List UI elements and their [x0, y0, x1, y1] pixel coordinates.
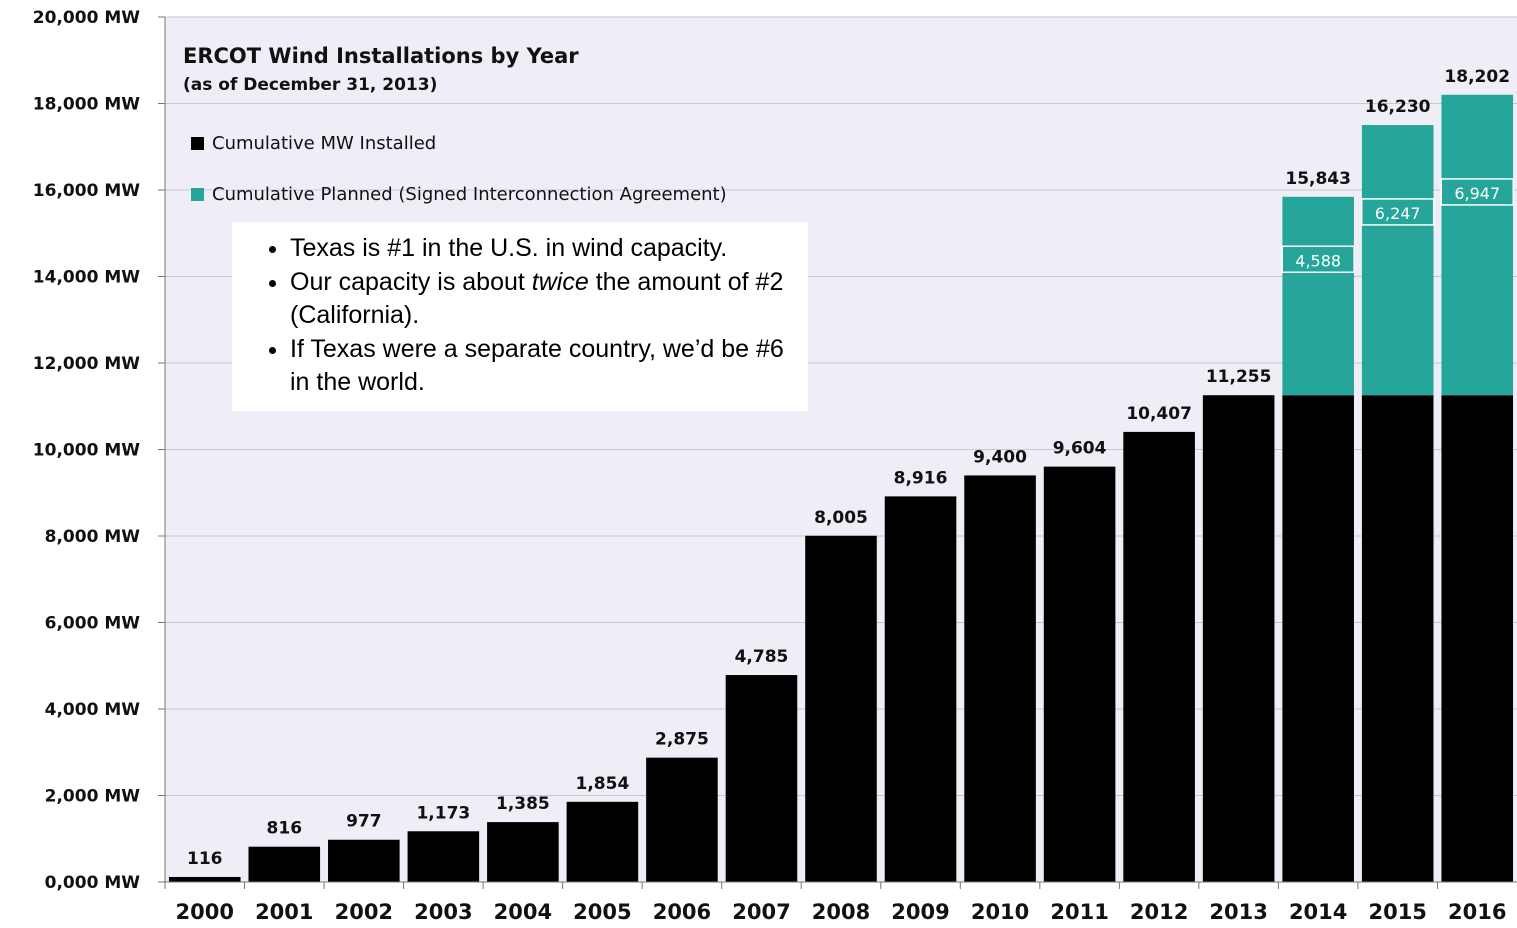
x-tick-label: 2015	[1368, 900, 1426, 924]
legend: Cumulative MW Installed Cumulative Plann…	[191, 133, 727, 205]
y-tick-label: 18,000 MW	[33, 95, 140, 115]
bar-total-label: 9,604	[1053, 439, 1107, 459]
y-tick-label: 6,000 MW	[45, 614, 141, 634]
bar-total-label: 10,407	[1126, 404, 1192, 424]
x-tick-label: 2005	[573, 900, 631, 924]
x-tick-label: 2000	[176, 900, 234, 924]
annotation-list: Texas is #1 in the U.S. in wind capacity…	[252, 232, 788, 400]
bar-total-label: 11,255	[1206, 367, 1272, 387]
planned-label-bg	[1440, 178, 1514, 206]
planned-segment-label: 4,588	[1295, 251, 1341, 270]
y-tick-label: 12,000 MW	[33, 354, 140, 374]
planned-label-bg	[1281, 245, 1355, 274]
legend-swatch-planned	[191, 188, 204, 201]
annotation-bullet-3: If Texas were a separate country, we’d b…	[290, 333, 788, 400]
bar-total-label: 18,202	[1444, 67, 1510, 87]
x-tick-label: 2001	[255, 900, 313, 924]
axes: 0,000 MW 2,000 MW 4,000 MW 6,000 MW 8,000 MW…	[33, 8, 1517, 924]
bar-2006-installed	[646, 757, 718, 882]
bar-total-label: 1,173	[416, 803, 470, 823]
bars	[168, 94, 1514, 882]
y-tick-label: 20,000 MW	[33, 8, 140, 28]
x-tick-label: 2010	[971, 900, 1029, 924]
bar-total-label: 15,843	[1285, 169, 1351, 189]
x-tick-label: 2008	[812, 900, 870, 924]
bar-total-label: 8,005	[814, 508, 868, 528]
annotation-bullet-1-text: Texas is #1 in the U.S. in wind capacity…	[290, 234, 728, 262]
data-labels: 116 816 977 1,173 1,385 1,854 2,875 4,785 8,005 8…	[187, 67, 1514, 869]
bar-2014-planned	[1282, 196, 1354, 396]
annotation-bullet-3-text: If Texas were a separate country, we’d b…	[290, 334, 784, 397]
bar-total-label: 116	[187, 849, 223, 869]
y-tick-label: 16,000 MW	[33, 181, 140, 201]
y-tick-label: 14,000 MW	[33, 268, 140, 288]
bar-2001-installed	[248, 846, 321, 882]
annotation-bullet-2: Our capacity is about twice the amount o…	[290, 266, 788, 333]
chart-title: ERCOT Wind Installations by Year	[183, 44, 579, 68]
bar-total-label: 816	[267, 819, 303, 839]
x-tick-label: 2003	[414, 900, 472, 924]
legend-label-installed: Cumulative MW Installed	[212, 133, 436, 154]
x-tick-label: 2004	[494, 900, 552, 924]
bar-2004-installed	[487, 822, 559, 882]
y-tick-label: 8,000 MW	[45, 527, 141, 547]
bar-2016-planned	[1441, 94, 1514, 396]
x-tick-label: 2002	[335, 900, 393, 924]
x-tick-label: 2012	[1130, 900, 1188, 924]
bar-total-label: 9,400	[973, 447, 1027, 467]
bar-2003-installed	[407, 831, 480, 882]
bar-2014-installed	[1282, 395, 1354, 882]
bar-2011-installed	[1043, 466, 1116, 882]
planned-segment-label: 6,947	[1454, 184, 1500, 203]
bar-2015-installed	[1361, 395, 1434, 882]
y-tick-label: 4,000 MW	[45, 700, 141, 720]
x-tick-label: 2011	[1050, 900, 1108, 924]
y-tick-label: 2,000 MW	[45, 787, 141, 807]
annotation-box: Texas is #1 in the U.S. in wind capacity…	[232, 222, 808, 411]
chart-subtitle: (as of December 31, 2013)	[183, 75, 437, 95]
y-tick-label: 0,000 MW	[45, 873, 141, 893]
annotation-bullet-1: Texas is #1 in the U.S. in wind capacity…	[290, 232, 788, 266]
bar-total-label: 2,875	[655, 730, 709, 750]
x-tick-label: 2007	[732, 900, 790, 924]
bar-2016-installed	[1441, 395, 1514, 882]
bar-2015-planned	[1361, 125, 1434, 396]
bar-2009-installed	[884, 496, 957, 882]
bar-total-label: 1,854	[576, 774, 630, 794]
bar-2007-installed	[725, 675, 798, 882]
bar-total-label: 4,785	[735, 647, 789, 667]
bar-2000-installed	[168, 876, 241, 882]
bar-2005-installed	[566, 801, 639, 882]
legend-swatch-installed	[191, 137, 204, 150]
planned-segment-label: 6,247	[1375, 204, 1421, 223]
x-tick-label: 2013	[1209, 900, 1267, 924]
bar-2010-installed	[964, 475, 1036, 882]
y-tick-label: 10,000 MW	[33, 441, 140, 461]
x-tick-label: 2016	[1448, 900, 1506, 924]
bar-total-label: 1,385	[496, 794, 550, 814]
x-tick-label: 2014	[1289, 900, 1347, 924]
bar-total-label: 8,916	[894, 468, 948, 488]
planned-label-bg	[1360, 198, 1435, 226]
annotation-bullet-2-post: the amount of #2 (California).	[290, 267, 784, 330]
bar-2008-installed	[805, 535, 877, 882]
bar-2002-installed	[328, 839, 400, 882]
annotation-bullet-2-pre: Our capacity is about	[290, 267, 532, 296]
x-tick-label: 2009	[891, 900, 949, 924]
legend-label-planned: Cumulative Planned (Signed Interconnecti…	[212, 184, 727, 205]
bar-2012-installed	[1123, 431, 1195, 882]
x-tick-label: 2006	[653, 900, 711, 924]
bar-2013-installed	[1202, 395, 1275, 882]
annotation-bullet-2-emphasis: twice	[531, 267, 589, 296]
bar-total-label: 977	[346, 812, 382, 832]
bar-total-label: 16,230	[1365, 97, 1431, 117]
